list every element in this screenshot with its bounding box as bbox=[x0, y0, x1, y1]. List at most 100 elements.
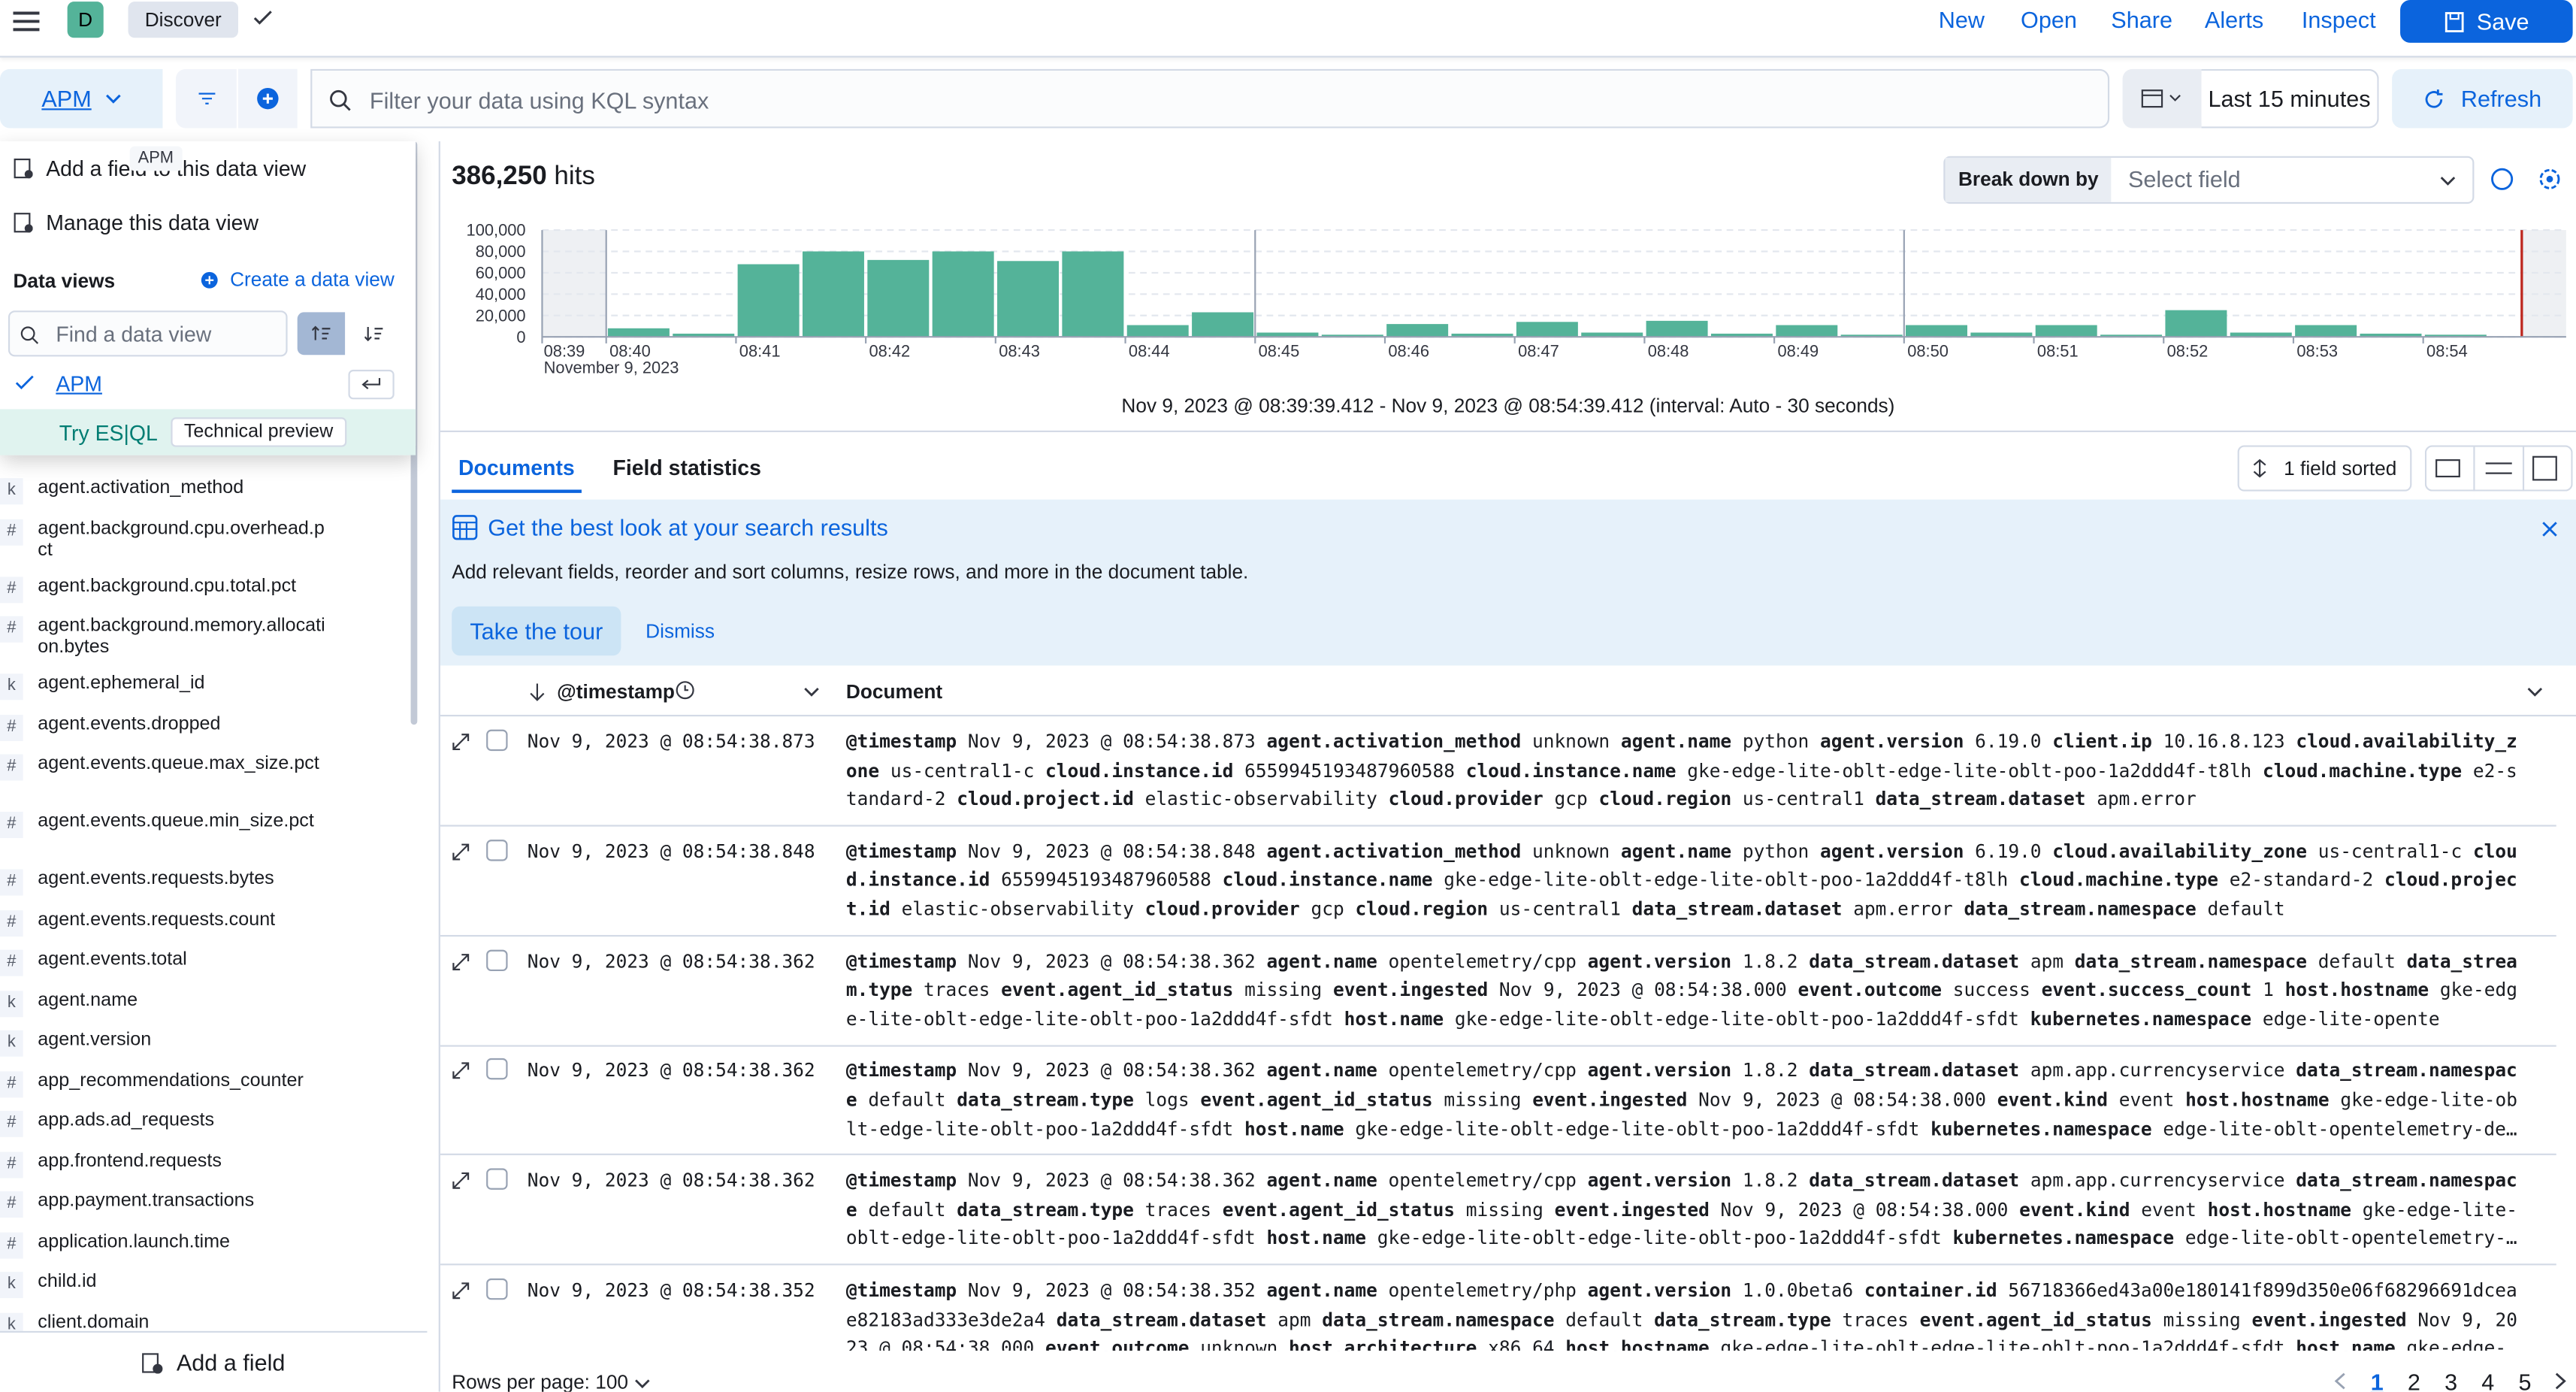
field-item[interactable]: k agent.name bbox=[0, 990, 411, 1029]
nav-link[interactable]: Alerts bbox=[2204, 6, 2264, 33]
sort-desc[interactable] bbox=[348, 312, 401, 355]
field-item[interactable]: k agent.activation_method bbox=[0, 478, 411, 517]
grid-toolbar[interactable] bbox=[2424, 445, 2573, 492]
field-value: Nov 9, 2023 @ 08:54:38.362 bbox=[967, 1170, 1256, 1192]
expand-icon[interactable] bbox=[452, 843, 470, 861]
sort-asc[interactable] bbox=[297, 312, 346, 356]
return-icon bbox=[361, 377, 381, 389]
data-view-picker[interactable]: APM bbox=[0, 68, 163, 129]
nav-link[interactable]: Inspect bbox=[2301, 6, 2376, 33]
app-breadcrumb[interactable]: Discover bbox=[128, 2, 239, 38]
time-range-button[interactable]: Last 15 minutes bbox=[2201, 68, 2379, 129]
create-data-view[interactable]: Create a data view bbox=[201, 268, 395, 291]
field-item[interactable]: # app.payment.transactions bbox=[0, 1191, 411, 1230]
dismiss-button[interactable]: Dismiss bbox=[646, 619, 715, 643]
bar bbox=[1516, 322, 1578, 337]
expand-icon[interactable] bbox=[452, 1062, 470, 1080]
field-item[interactable]: # agent.events.queue.max_size.pct bbox=[0, 754, 411, 809]
row-checkbox[interactable] bbox=[486, 839, 508, 861]
expand-icon[interactable] bbox=[452, 1282, 470, 1300]
nav-link[interactable]: Share bbox=[2111, 6, 2172, 33]
row-timestamp: Nov 9, 2023 @ 08:54:38.362 bbox=[527, 950, 815, 973]
close-icon[interactable] bbox=[2541, 521, 2558, 537]
row-checkbox[interactable] bbox=[486, 1058, 508, 1081]
field-item[interactable]: # agent.background.memory.allocation.byte… bbox=[0, 616, 411, 672]
add-field-button[interactable]: Add a field bbox=[0, 1330, 428, 1392]
field-key: data_stream.namespace bbox=[845, 1060, 2517, 1111]
field-value: python bbox=[1742, 840, 1810, 863]
chevron bbox=[804, 688, 819, 697]
prev-page[interactable] bbox=[2334, 1372, 2346, 1390]
tab-field-stats[interactable]: Field statistics bbox=[612, 455, 761, 480]
expand-icon[interactable] bbox=[452, 952, 470, 970]
bar bbox=[1256, 332, 1319, 337]
field-item[interactable]: k agent.version bbox=[0, 1030, 411, 1070]
callout-title: Get the best look at your search results bbox=[488, 514, 888, 541]
field-item[interactable]: # agent.events.total bbox=[0, 949, 411, 989]
nav-link[interactable]: New bbox=[1938, 6, 1985, 33]
time-range-caption: Nov 9, 2023 @ 08:39:39.412 - Nov 9, 2023… bbox=[1121, 394, 1895, 418]
field-item[interactable]: # agent.background.cpu.total.pct bbox=[0, 576, 411, 615]
table-row: Nov 9, 2023 @ 08:54:38.848 @timestamp Nov… bbox=[440, 826, 2556, 937]
data-view-name: APM bbox=[41, 85, 92, 112]
expand-icon[interactable] bbox=[452, 1172, 470, 1190]
menu-icon[interactable] bbox=[11, 8, 41, 35]
sort-button[interactable]: 1 field sorted bbox=[2237, 445, 2412, 492]
filter-button[interactable] bbox=[175, 68, 237, 129]
data-view-search[interactable]: Find a data view bbox=[8, 310, 288, 357]
table-row: Nov 9, 2023 @ 08:54:38.362 @timestamp Nov… bbox=[440, 936, 2556, 1046]
save-button[interactable]: Save bbox=[2400, 0, 2573, 43]
data-view-item[interactable]: APM bbox=[56, 371, 102, 396]
rows-per-page[interactable]: Rows per page: 100 bbox=[452, 1370, 629, 1392]
field-item[interactable]: # agent.events.requests.bytes bbox=[0, 869, 411, 909]
field-item[interactable]: # agent.events.requests.count bbox=[0, 909, 411, 949]
column-document[interactable]: Document bbox=[845, 680, 943, 704]
tour-button[interactable]: Take the tour bbox=[452, 606, 621, 656]
tab-documents[interactable]: Documents bbox=[452, 455, 582, 493]
expand-icon[interactable] bbox=[452, 733, 470, 751]
create-label: Create a data view bbox=[230, 268, 395, 291]
date-quick-menu[interactable] bbox=[2122, 68, 2202, 129]
row-checkbox[interactable] bbox=[486, 949, 508, 971]
field-key: cloud.region bbox=[1598, 788, 1732, 811]
field-item[interactable]: # app.frontend.requests bbox=[0, 1151, 411, 1190]
field-key: kubernetes.namespace bbox=[1952, 1227, 2175, 1250]
field-key: data_stream.namespace bbox=[845, 1170, 2517, 1221]
page-number[interactable]: 2 bbox=[2407, 1369, 2420, 1392]
next-page[interactable] bbox=[2555, 1372, 2566, 1390]
page-number[interactable]: 1 bbox=[2370, 1369, 2384, 1392]
field-item[interactable]: k agent.ephemeral_id bbox=[0, 673, 411, 713]
field-item[interactable]: k child.id bbox=[0, 1272, 411, 1311]
field-value: unknown bbox=[1531, 731, 1610, 753]
esql-row[interactable]: Try ES|QL Technical preview bbox=[0, 409, 416, 455]
chart-options[interactable] bbox=[2489, 166, 2565, 192]
page-number[interactable]: 3 bbox=[2444, 1369, 2458, 1392]
add-filter-button[interactable] bbox=[238, 68, 298, 129]
row-checkbox[interactable] bbox=[486, 1278, 508, 1300]
space-avatar[interactable]: D bbox=[67, 2, 104, 38]
field-item[interactable]: # agent.events.dropped bbox=[0, 713, 411, 753]
field-item[interactable]: # app_recommendations_counter bbox=[0, 1070, 411, 1109]
field-value: 56718366ed43a00e180141f899d350e06f682966… bbox=[845, 1280, 2517, 1330]
field-item[interactable]: # app.ads.ad_requests bbox=[0, 1110, 411, 1150]
field-key: event.ingested bbox=[1532, 1089, 1688, 1111]
bar bbox=[737, 264, 800, 337]
plus-icon bbox=[201, 271, 218, 288]
nav-link[interactable]: Open bbox=[2021, 6, 2077, 33]
bar bbox=[2295, 325, 2357, 337]
field-item[interactable]: k client.domain bbox=[0, 1312, 411, 1333]
query-input[interactable]: Filter your data using KQL syntax bbox=[310, 68, 2110, 129]
field-item[interactable]: # agent.events.queue.min_size.pct bbox=[0, 811, 411, 867]
breakdown-select[interactable]: Break down by Select field bbox=[1943, 156, 2475, 204]
field-item[interactable]: # application.launch.time bbox=[0, 1231, 411, 1271]
popover-action[interactable]: Manage this data view bbox=[13, 210, 259, 235]
field-value: elastic-observability bbox=[1144, 788, 1377, 811]
page-number[interactable]: 5 bbox=[2518, 1369, 2532, 1392]
row-checkbox[interactable] bbox=[486, 729, 508, 752]
field-item[interactable]: # agent.background.cpu.overhead.pct bbox=[0, 518, 411, 574]
row-checkbox[interactable] bbox=[486, 1168, 508, 1191]
refresh-button[interactable]: Refresh bbox=[2392, 68, 2573, 129]
page-number[interactable]: 4 bbox=[2481, 1369, 2495, 1392]
column-timestamp[interactable]: @timestamp bbox=[557, 680, 675, 704]
